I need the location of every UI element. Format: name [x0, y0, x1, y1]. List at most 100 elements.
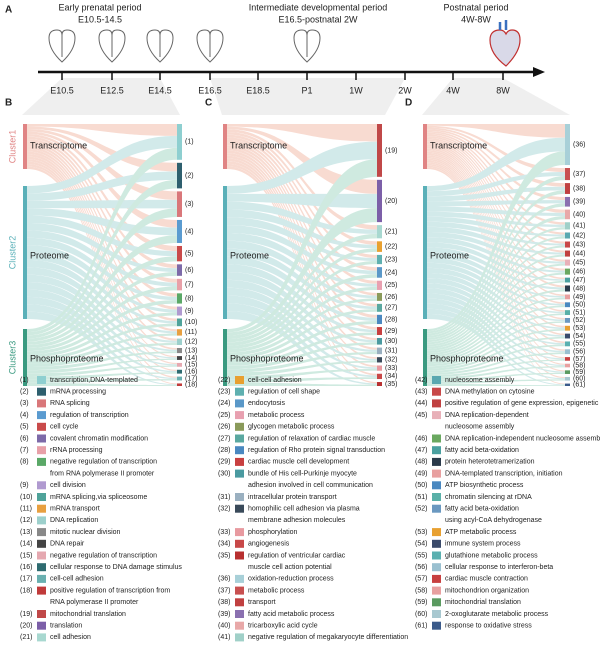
flow [227, 287, 377, 361]
legend-swatch [432, 504, 441, 513]
flow [227, 161, 377, 368]
legend-number: (55) [415, 552, 427, 559]
legend-number: (4) [20, 412, 29, 419]
flow [27, 323, 177, 361]
source-node [423, 186, 427, 319]
legend-swatch [235, 457, 244, 466]
legend-text: negative regulation of megakaryocyte dif… [248, 634, 408, 641]
source-label: Phosphoproteome [30, 353, 104, 363]
target-label: (55) [573, 341, 585, 348]
legend-text: using acyl-CoA dehydrogenase [445, 517, 542, 524]
legend-number: (35) [218, 552, 230, 559]
flow [227, 139, 377, 284]
legend-number: (7) [20, 447, 29, 454]
legend-number: (12) [20, 517, 32, 524]
flow [27, 139, 177, 283]
flow [227, 279, 377, 352]
legend-text: glutathione metabolic process [445, 552, 538, 559]
flow [27, 365, 177, 377]
target-node [177, 383, 182, 386]
legend-swatch [432, 528, 441, 537]
legend-number: (41) [218, 634, 230, 641]
legend-text: mRNA transport [50, 506, 100, 513]
target-node [377, 373, 382, 380]
legend-text: positive regulation of gene expression, … [445, 400, 599, 407]
legend-swatch [37, 610, 46, 618]
legend-swatch [37, 633, 46, 642]
timepoint-label: 2W [398, 85, 412, 95]
target-node [177, 356, 182, 360]
flow [427, 366, 565, 380]
legend-text: muscle cell action potential [248, 564, 332, 571]
legend-swatch [432, 434, 441, 443]
legend-number: (46) [415, 435, 427, 442]
flow [427, 267, 565, 322]
legend-text: DNA replication-independent nucleosome a… [445, 435, 600, 442]
legend-number: (22) [218, 377, 230, 384]
legend-swatch [235, 586, 244, 595]
flow [227, 309, 377, 360]
flow [427, 305, 565, 362]
legend-number: (39) [218, 611, 230, 618]
flow [227, 126, 377, 194]
target-node [565, 341, 570, 347]
target-label: (47) [573, 277, 585, 284]
target-label: (45) [573, 259, 585, 266]
heart-icon [293, 29, 321, 63]
period-range: E10.5-14.5 [78, 14, 122, 24]
target-node [565, 209, 570, 220]
target-node [177, 347, 182, 354]
legend-swatch [37, 457, 46, 466]
legend-swatch [235, 446, 244, 455]
legend-swatch [432, 457, 441, 466]
target-label: (20) [385, 198, 397, 205]
legend-number: (31) [218, 494, 230, 501]
legend-number: (42) [415, 377, 427, 384]
flow [27, 237, 177, 301]
target-node [177, 362, 182, 367]
legend-swatch [432, 411, 441, 420]
flow [427, 262, 565, 314]
flow [27, 358, 177, 374]
target-node [177, 369, 182, 374]
cluster-label: Cluster3 [7, 341, 17, 375]
target-node [177, 293, 182, 304]
target-node [565, 232, 570, 239]
target-node [177, 278, 182, 291]
source-label: Transcriptome [30, 140, 87, 150]
legend-number: (9) [20, 482, 29, 489]
flow [227, 342, 377, 370]
flow [427, 227, 565, 343]
target-node [377, 292, 382, 301]
legend-swatch [235, 539, 244, 548]
flow [427, 336, 565, 371]
legend-number: (6) [20, 435, 29, 442]
legend-swatch [37, 434, 46, 443]
flow [227, 274, 377, 350]
legend-number: (2) [20, 389, 29, 396]
flow [27, 271, 177, 348]
target-node [565, 333, 570, 339]
target-label: (21) [385, 229, 397, 236]
flow [227, 193, 377, 209]
legend-number: (58) [415, 587, 427, 594]
target-node [565, 268, 570, 275]
legend-number: (32) [218, 506, 230, 513]
target-node [377, 365, 382, 371]
legend-number: (61) [415, 623, 427, 630]
legend-number: (60) [415, 611, 427, 618]
flow [227, 286, 377, 353]
flow [427, 236, 565, 345]
legend-text: negative regulation of transcription [50, 552, 157, 559]
legend-swatch [432, 481, 441, 490]
target-label: (4) [185, 228, 194, 235]
target-node [177, 264, 182, 276]
source-label: Phosphoproteome [230, 353, 304, 363]
source-node [423, 329, 427, 386]
legend-text: adhesion involved in cell communication [248, 482, 373, 489]
target-label: (32) [385, 357, 397, 364]
legend-text: transcription,DNA-templated [50, 377, 138, 384]
flow [427, 298, 565, 367]
legend-text: fatty acid metabolic process [248, 611, 335, 618]
flow [427, 321, 565, 367]
